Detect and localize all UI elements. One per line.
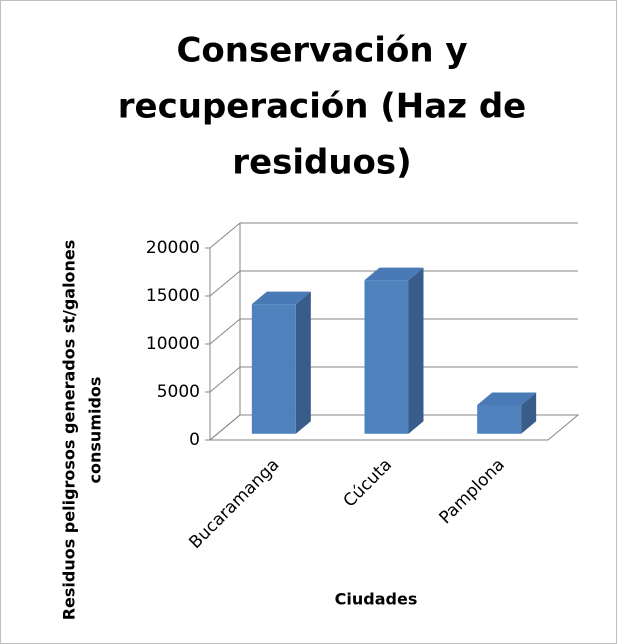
y-tick-label: 20000 bbox=[146, 238, 200, 258]
grid-line bbox=[209, 366, 578, 393]
bar-side bbox=[408, 267, 424, 434]
y-axis-title: consumidos bbox=[86, 377, 105, 484]
y-tick-label: 0 bbox=[189, 430, 200, 450]
grid-line bbox=[209, 270, 578, 297]
bar-front bbox=[477, 404, 522, 434]
bar bbox=[477, 392, 537, 434]
bar-top bbox=[364, 267, 424, 281]
bar-side bbox=[295, 291, 311, 434]
bar-top bbox=[477, 392, 537, 405]
bar-top bbox=[251, 291, 311, 305]
x-axis-title: Ciudades bbox=[335, 590, 418, 609]
bar-front bbox=[364, 280, 409, 434]
grid-line bbox=[209, 414, 578, 441]
grid-line bbox=[209, 318, 578, 345]
y-tick-label: 10000 bbox=[146, 334, 200, 354]
chart-title: residuos) bbox=[232, 143, 411, 183]
bar-side bbox=[521, 392, 537, 434]
y-tick-label: 15000 bbox=[146, 286, 200, 306]
bar-front bbox=[251, 304, 296, 434]
chart-title: recuperación (Haz de bbox=[118, 87, 526, 127]
bar bbox=[364, 267, 424, 434]
y-tick-label: 5000 bbox=[157, 382, 200, 402]
grid-line bbox=[209, 222, 578, 249]
chart-title: Conservación y bbox=[176, 31, 467, 71]
bar bbox=[251, 291, 311, 434]
y-axis-title: Residuos peligrosos generados st/galones bbox=[60, 240, 79, 621]
